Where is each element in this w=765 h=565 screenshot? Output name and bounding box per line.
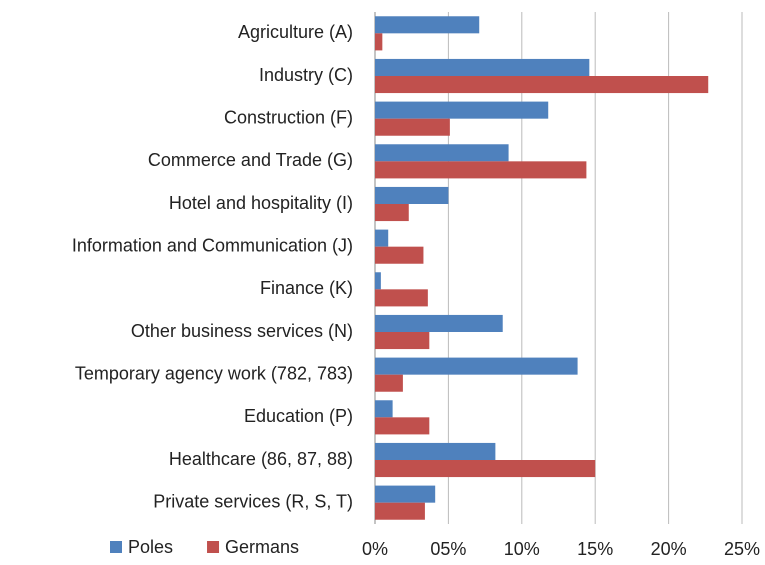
legend-label: Poles: [128, 537, 173, 557]
y-tick-label: Hotel and hospitality (I): [169, 193, 353, 213]
bar: [375, 58, 590, 76]
bar: [375, 332, 430, 350]
x-tick-label: 20%: [651, 539, 687, 559]
y-tick-label: Construction (F): [224, 107, 353, 127]
legend-label: Germans: [225, 537, 299, 557]
bar: [375, 33, 383, 51]
x-tick-label: 05%: [430, 539, 466, 559]
y-tick-label: Commerce and Trade (G): [148, 150, 353, 170]
x-tick-label: 25%: [724, 539, 760, 559]
bar: [375, 314, 503, 332]
bar: [375, 417, 430, 435]
y-tick-label: Finance (K): [260, 278, 353, 298]
bar: [375, 246, 424, 264]
bar: [375, 400, 393, 418]
bar: [375, 357, 578, 375]
bar: [375, 442, 496, 460]
legend-swatch: [207, 541, 220, 553]
y-tick-label: Healthcare (86, 87, 88): [169, 449, 353, 469]
y-tick-label: Education (P): [244, 406, 353, 426]
x-tick-label: 15%: [577, 539, 613, 559]
y-tick-label: Information and Communication (J): [72, 235, 353, 255]
bar: [375, 229, 389, 247]
bar: [375, 118, 450, 136]
y-tick-label: Private services (R, S, T): [153, 491, 353, 511]
bar: [375, 460, 596, 478]
bar: [375, 186, 449, 204]
bar: [375, 204, 409, 222]
bar: [375, 16, 480, 34]
bar: [375, 485, 436, 503]
x-tick-label: 10%: [504, 539, 540, 559]
bar: [375, 374, 403, 392]
bar: [375, 76, 709, 94]
x-tick-label: 0%: [362, 539, 388, 559]
bar: [375, 144, 509, 162]
bar: [375, 289, 428, 307]
y-tick-label: Agriculture (A): [238, 22, 353, 42]
legend-swatch: [110, 541, 122, 553]
bar: [375, 272, 381, 290]
bar: [375, 502, 425, 520]
y-tick-label: Temporary agency work (782, 783): [75, 363, 353, 383]
bar: [375, 161, 587, 179]
bar: [375, 101, 549, 119]
y-tick-label: Other business services (N): [131, 321, 353, 341]
y-tick-label: Industry (C): [259, 65, 353, 85]
